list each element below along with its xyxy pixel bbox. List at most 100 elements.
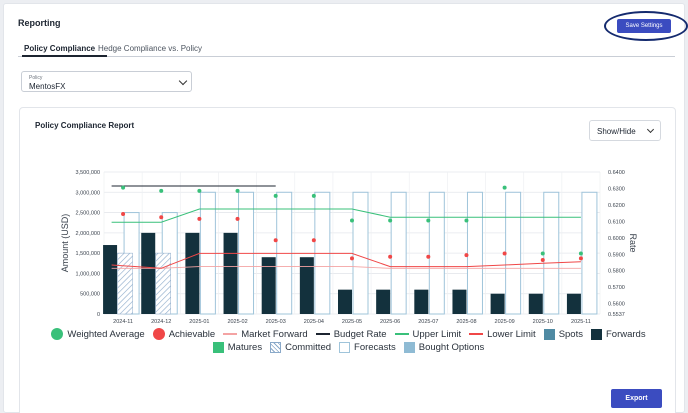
legend-label: Forwards (605, 328, 646, 340)
compliance-chart: 0 500,000 1,000,000 1,500,000 2,000,000 2,500… (60, 170, 638, 325)
y-right-tick-label: 0.6400 (608, 170, 625, 176)
active-tab-indicator (22, 55, 107, 57)
tab-bar: Policy Compliance Hedge Compliance vs. P… (18, 42, 675, 57)
forward-bar (261, 257, 276, 314)
weighted-average-point (159, 188, 164, 193)
legend-item-forecasts[interactable]: Forecasts (339, 342, 396, 353)
legend-item-lower-limit[interactable]: Lower Limit (469, 328, 536, 340)
forward-bar (141, 232, 156, 314)
legend-label: Lower Limit (487, 328, 536, 340)
y-right-tick-label: 0.6000 (608, 236, 625, 242)
achievable-point (426, 254, 431, 259)
weighted-average-point (426, 218, 431, 223)
legend-label: Spots (558, 328, 583, 340)
legend-label: Upper Limit (412, 328, 462, 340)
legend-item-bought-options[interactable]: Bought Options (403, 342, 485, 353)
export-button[interactable]: Export (611, 389, 662, 408)
committed-bar (155, 252, 171, 315)
x-tick-label: 2024-12 (151, 319, 171, 325)
legend-item-spots[interactable]: Spots (543, 328, 583, 340)
legend-label: Forecasts (354, 342, 396, 353)
forward-bar (223, 232, 238, 314)
forward-bar (185, 232, 200, 314)
y-left-tick-label: 3,500,000 (76, 170, 100, 176)
legend-label: Matures (227, 342, 263, 353)
legend-label: Bought Options (418, 342, 485, 353)
achievable-point (121, 211, 126, 216)
y-left-tick-label: 500,000 (80, 292, 100, 298)
weighted-average-point (235, 188, 240, 193)
legend-item-upper-limit[interactable]: Upper Limit (394, 328, 462, 340)
policy-select-value: MentosFX (29, 82, 66, 91)
legend-item-forwards[interactable]: Forwards (590, 328, 646, 340)
legend-item-budget-rate[interactable]: Budget Rate (315, 328, 387, 340)
achievable-point (273, 238, 278, 243)
forward-bar (103, 245, 118, 314)
legend-label: Achievable (168, 328, 216, 340)
committed-bar (117, 252, 133, 315)
x-tick-label: 2025-09 (495, 319, 515, 325)
y-right-tick-label: 0.5700 (608, 285, 625, 291)
weighted-average-point (273, 193, 278, 198)
y-right-tick-label: 0.5600 (608, 302, 625, 308)
forecast-bar (466, 191, 483, 315)
achievable-point (502, 251, 507, 256)
show-hide-dropdown[interactable]: Show/Hide (589, 120, 661, 141)
tab-hedge-compliance[interactable]: Hedge Compliance vs. Policy (98, 44, 203, 53)
forward-bar (376, 289, 391, 314)
legend-item-market-forward[interactable]: Market Forward (223, 328, 308, 340)
forward-bar (452, 289, 467, 314)
y-left-tick-label: 2,000,000 (76, 231, 100, 237)
forward-bar (338, 289, 352, 314)
achievable-point (578, 256, 583, 261)
legend-item-committed[interactable]: Committed (270, 342, 331, 353)
reporting-page: Reporting Save Settings Policy Complianc… (3, 3, 688, 413)
y-left-tick-label: 1,500,000 (76, 251, 100, 257)
legend-label: Weighted Average (67, 328, 145, 340)
policy-select-label: Policy (29, 75, 43, 81)
forecast-bar (581, 191, 598, 315)
forward-bar (414, 289, 429, 314)
show-hide-label: Show/Hide (597, 127, 636, 136)
report-title: Policy Compliance Report (35, 121, 135, 130)
weighted-average-point (121, 185, 126, 190)
weighted-average-point (578, 251, 583, 256)
page-title: Reporting (18, 18, 61, 28)
forecast-bar (390, 191, 407, 315)
x-tick-label: 2025-11 (571, 319, 591, 325)
y-right-tick-label: 0.5800 (608, 269, 625, 275)
x-tick-label: 2025-06 (380, 319, 400, 325)
upper-limit-line (111, 208, 581, 223)
x-tick-label: 2025-02 (227, 319, 247, 325)
x-tick-label: 2025-01 (189, 319, 209, 325)
achievable-point (197, 216, 202, 221)
weighted-average-point (388, 218, 393, 223)
chevron-down-icon (178, 76, 188, 86)
legend-item-matures[interactable]: Matures (212, 342, 263, 353)
x-tick-label: 2024-11 (113, 319, 133, 325)
y-right-tick-label: 0.5537 (608, 312, 625, 318)
weighted-average-point (197, 188, 202, 193)
save-settings-button[interactable]: Save Settings (617, 19, 671, 33)
forward-bar (528, 293, 543, 314)
chart-legend-row-1: Weighted Average Achievable Market Forward… (20, 328, 677, 340)
x-tick-label: 2025-07 (418, 319, 438, 325)
y-right-axis-label: Rate (628, 233, 638, 252)
legend-item-achievable[interactable]: Achievable (152, 328, 216, 340)
lower-limit-line (111, 252, 581, 269)
x-tick-label: 2025-04 (304, 319, 324, 325)
weighted-average-point (502, 185, 507, 190)
achievable-point (464, 253, 469, 258)
y-left-axis-label: Amount (USD) (60, 214, 70, 273)
legend-label: Market Forward (241, 328, 308, 340)
legend-item-weighted-average[interactable]: Weighted Average (51, 328, 145, 340)
tab-policy-compliance[interactable]: Policy Compliance (24, 44, 96, 53)
forward-bar (299, 257, 314, 314)
y-right-tick-label: 0.6200 (608, 203, 625, 209)
forward-bar (566, 293, 581, 314)
y-right-tick-label: 0.6100 (608, 219, 625, 225)
y-right-tick-label: 0.6300 (608, 186, 625, 192)
x-tick-label: 2025-05 (342, 319, 362, 325)
policy-select[interactable]: Policy MentosFX (21, 71, 192, 92)
y-left-tick-label: 3,000,000 (76, 190, 100, 196)
